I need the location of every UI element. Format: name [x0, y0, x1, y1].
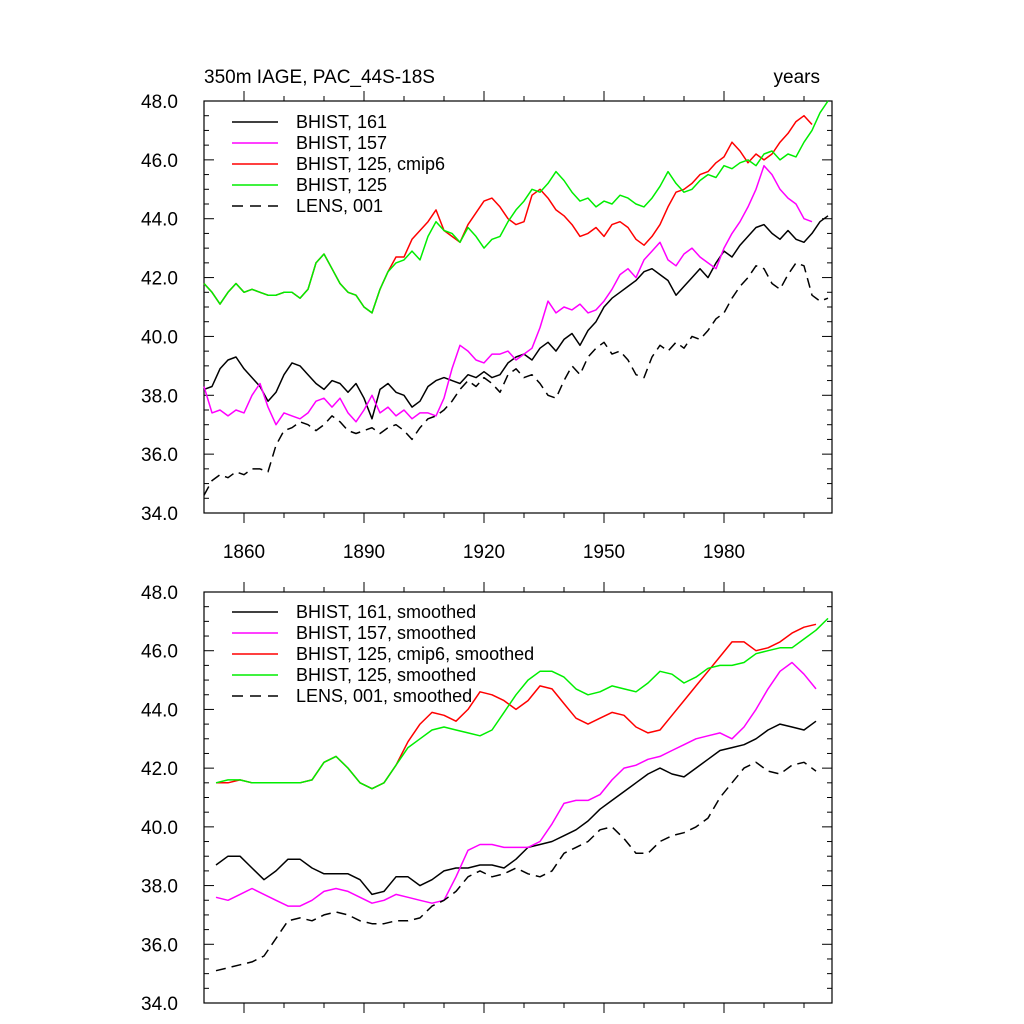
y-tick-label: 42.0	[141, 269, 178, 290]
y-tick-label: 40.0	[141, 818, 178, 839]
x-tick-label: 1860	[223, 542, 265, 563]
legend-label: BHIST, 157	[296, 133, 387, 153]
y-tick-label: 48.0	[141, 583, 178, 604]
legend-label: LENS, 001	[296, 196, 383, 216]
y-tick-label: 36.0	[141, 935, 178, 956]
y-tick-label: 42.0	[141, 759, 178, 780]
y-tick-label: 44.0	[141, 700, 178, 721]
y-tick-label: 44.0	[141, 210, 178, 231]
x-tick-label: 1920	[463, 542, 505, 563]
legend-label: BHIST, 125, cmip6, smoothed	[296, 644, 534, 664]
y-tick-label: 40.0	[141, 327, 178, 348]
x-tick-label: 1950	[583, 542, 625, 563]
legend-label: LENS, 001, smoothed	[296, 686, 472, 706]
y-tick-label: 48.0	[141, 92, 178, 113]
legend-label: BHIST, 125	[296, 175, 387, 195]
y-tick-label: 46.0	[141, 151, 178, 172]
legend-label: BHIST, 125, cmip6	[296, 154, 445, 174]
legend-label: BHIST, 161, smoothed	[296, 602, 476, 622]
series-line-bhist-125	[203, 100, 829, 314]
y-tick-label: 46.0	[141, 642, 178, 663]
y-tick-label: 38.0	[141, 877, 178, 898]
series-line-bhist-157-smoothed	[215, 661, 817, 907]
series-line-lens-001-smoothed	[215, 761, 817, 972]
x-tick-label: 1890	[343, 542, 385, 563]
legend-label: BHIST, 161	[296, 112, 387, 132]
series-line-lens-001	[203, 262, 829, 496]
series-line-bhist-125-smoothed	[215, 617, 829, 790]
y-tick-label: 34.0	[141, 994, 178, 1015]
y-tick-label: 38.0	[141, 386, 178, 407]
x-tick-label: 1980	[703, 542, 745, 563]
legend-label: BHIST, 157, smoothed	[296, 623, 476, 643]
y-tick-label: 36.0	[141, 445, 178, 466]
series-line-bhist-161-smoothed	[215, 720, 817, 896]
chart-units: years	[774, 67, 820, 88]
y-tick-label: 34.0	[141, 504, 178, 525]
chart-title: 350m IAGE, PAC_44S-18S	[204, 67, 435, 88]
series-line-bhist-157	[203, 164, 813, 426]
bottom-panel: 34.0 36.0 38.0 40.0 42.0 44.0 46.0 48.0 BHIST, 1…	[141, 582, 833, 1015]
series-line-bhist-161	[203, 215, 829, 420]
top-panel: 350m IAGE, PAC_44S-18S years 34.0 36.0 38.0 4…	[141, 67, 833, 563]
legend-label: BHIST, 125, smoothed	[296, 665, 476, 685]
